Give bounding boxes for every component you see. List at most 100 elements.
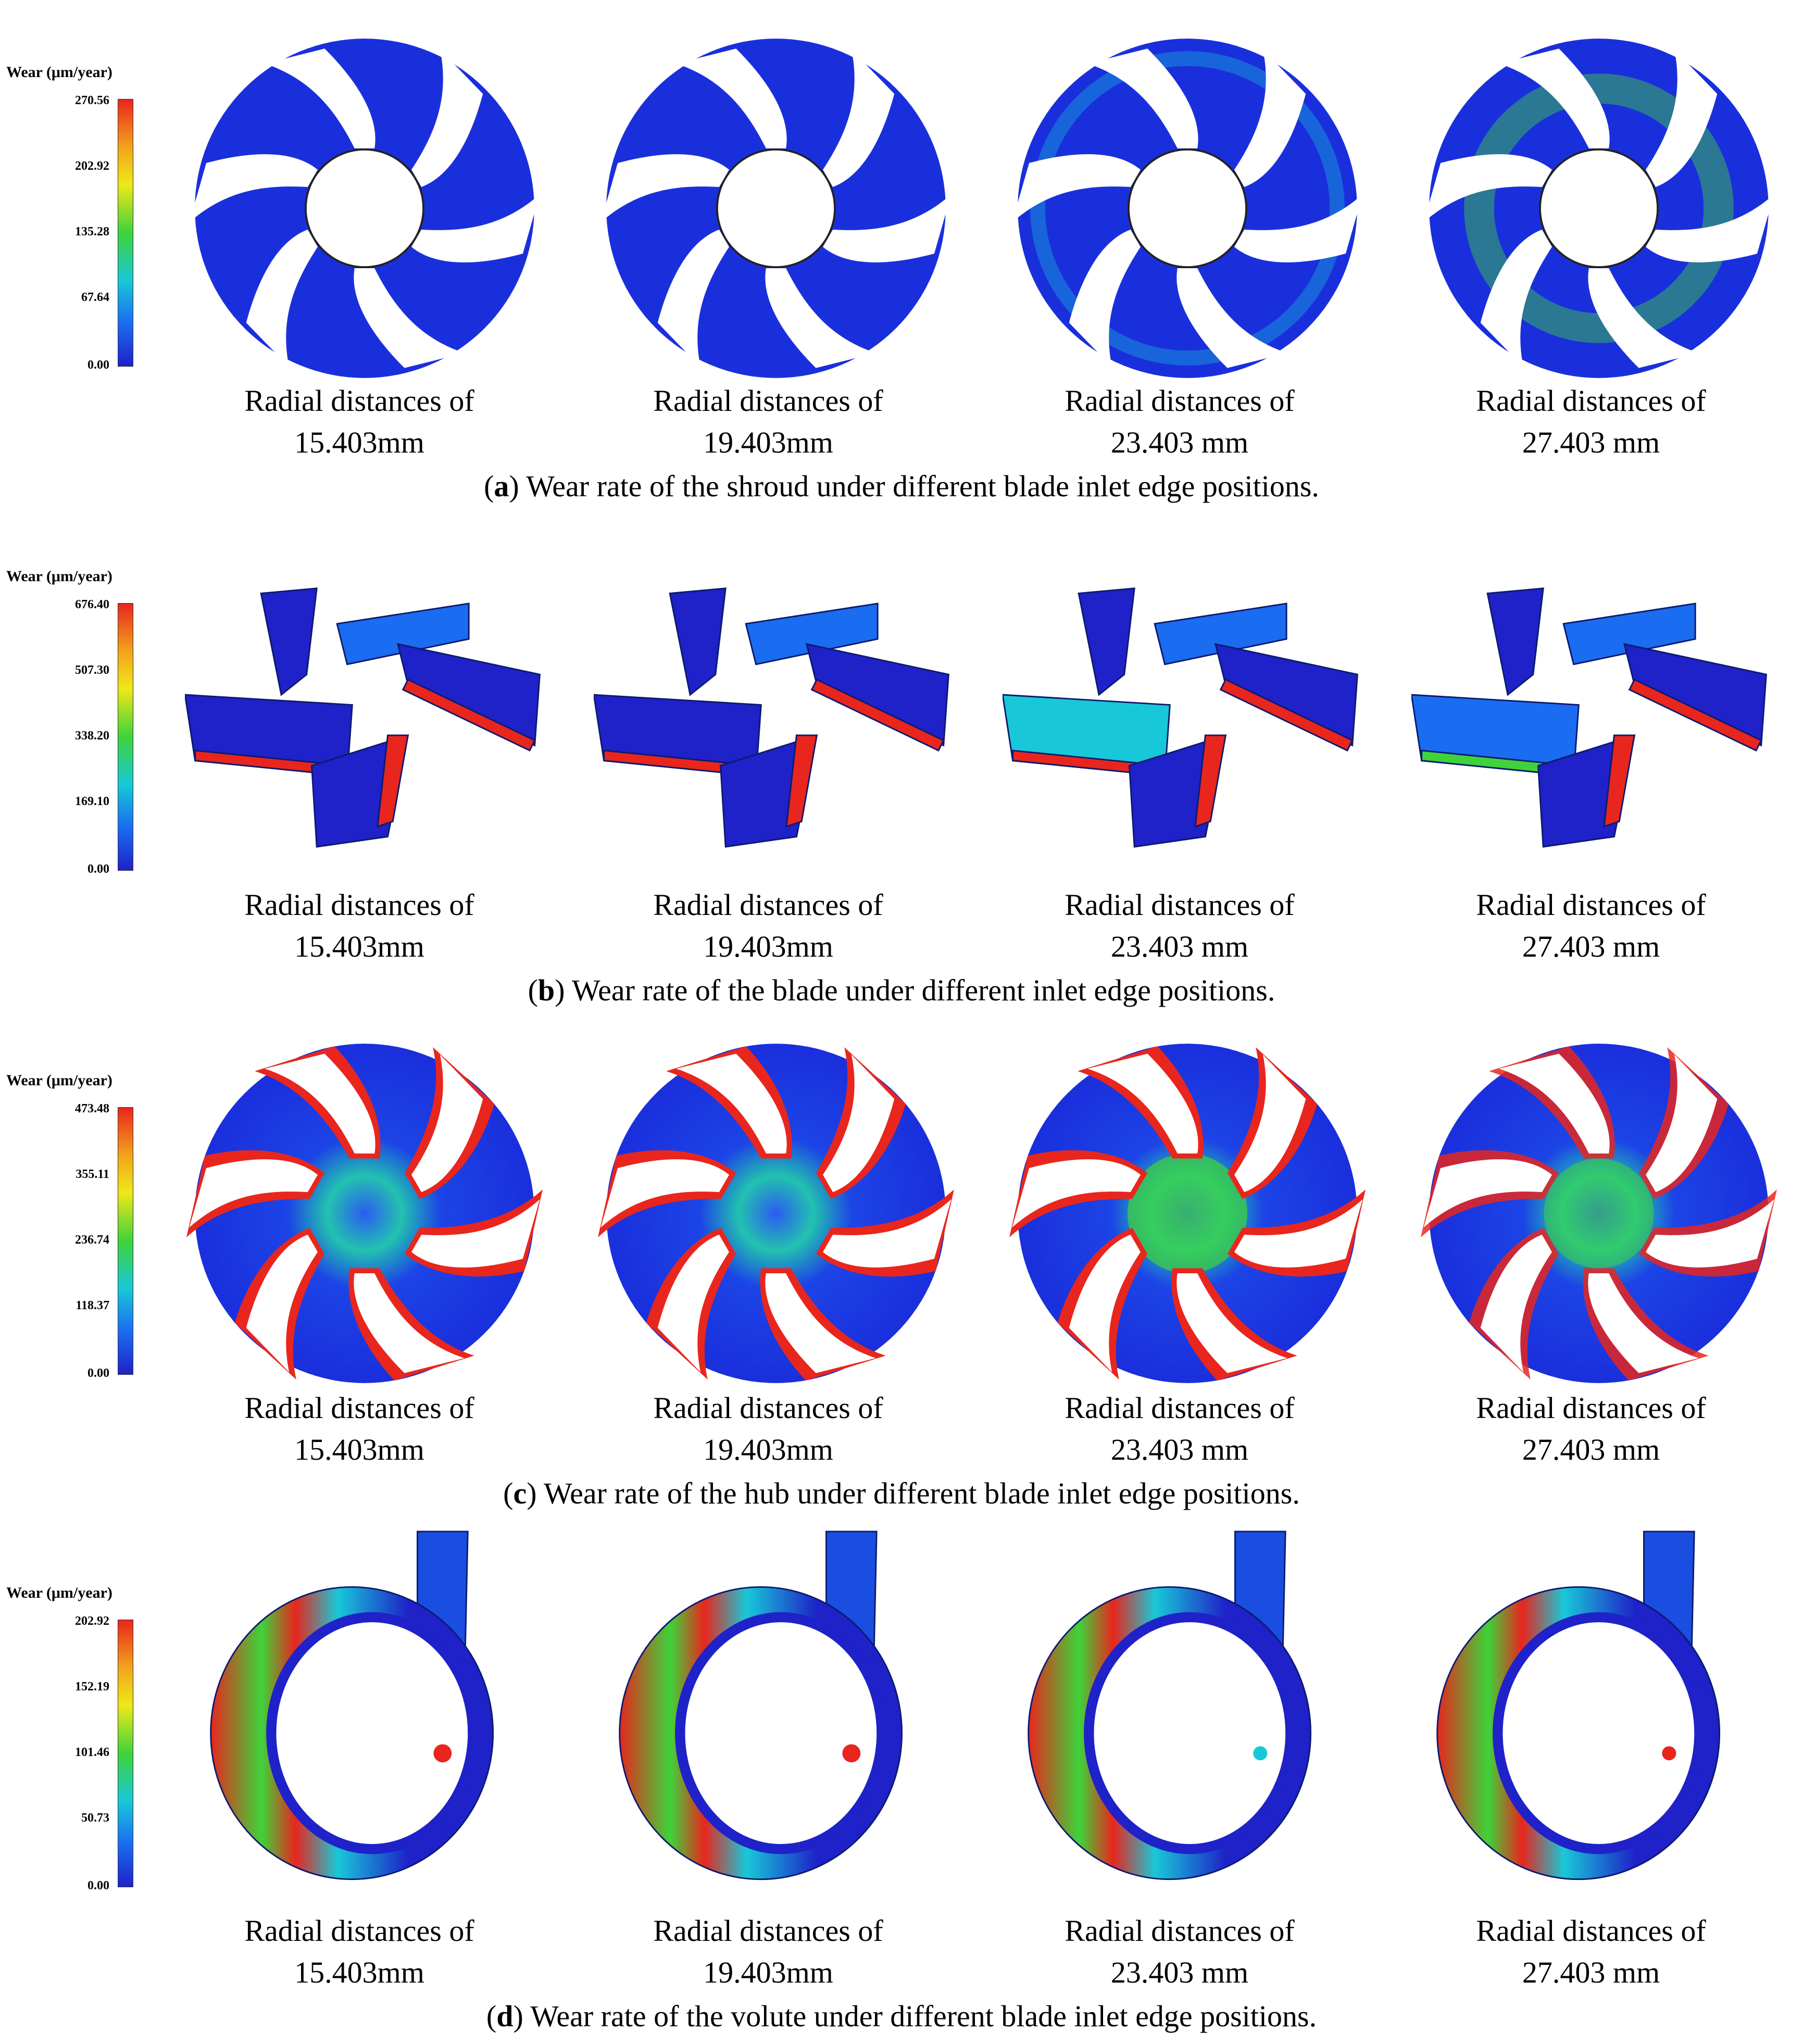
colorbar-tick: 50.73: [81, 1811, 109, 1825]
colorbar-tick: 0.00: [87, 862, 109, 876]
caption-letter: c: [513, 1476, 527, 1510]
case-label-line2: 27.403 mm: [1522, 1433, 1660, 1466]
case-label-line2: 27.403 mm: [1522, 1955, 1660, 1989]
blade-contour-1: [185, 587, 541, 848]
colorbar-tick: 507.30: [75, 663, 109, 677]
caption-letter: d: [496, 1999, 514, 2033]
case-label-line1: Radial distances of: [1065, 1391, 1295, 1425]
colorbar-title: Wear (μm/year): [6, 1072, 112, 1089]
case-label-2: Radial distances of 19.403mm: [586, 380, 950, 463]
volute-contour-4: [1436, 1531, 1721, 1880]
caption-letter: b: [537, 973, 555, 1007]
case-label-4: Radial distances of 27.403 mm: [1409, 884, 1773, 968]
case-label-line2: 15.403mm: [294, 930, 424, 963]
case-label-line2: 23.403 mm: [1110, 425, 1249, 459]
case-label-line1: Radial distances of: [653, 1914, 883, 1948]
colorbar-title: Wear (μm/year): [6, 1584, 112, 1601]
hub-contour-1: [186, 1044, 543, 1383]
case-label-line1: Radial distances of: [1476, 384, 1706, 418]
colorbar-tick: 270.56: [75, 94, 109, 107]
colorbar-tick: 0.00: [87, 1879, 109, 1892]
case-label-line2: 27.403 mm: [1522, 425, 1660, 459]
panel-caption: (b) Wear rate of the blade under differe…: [528, 973, 1275, 1007]
case-label-3: Radial distances of 23.403 mm: [997, 884, 1362, 968]
colorbar-tick: 169.10: [75, 795, 109, 808]
case-label-line1: Radial distances of: [1476, 1914, 1706, 1948]
colorbar: [118, 1107, 133, 1375]
blade-contour-3: [1003, 587, 1358, 848]
case-label-3: Radial distances of 23.403 mm: [997, 1387, 1362, 1471]
panel-a: Wear (μm/year) 270.56 202.92 135.28 67.6…: [0, 0, 1803, 510]
colorbar-tick: 202.92: [75, 1614, 109, 1628]
case-label-line1: Radial distances of: [1065, 384, 1295, 418]
colorbar-tick: 135.28: [75, 225, 109, 239]
case-label-line1: Radial distances of: [653, 1391, 883, 1425]
case-label-1: Radial distances of 15.403mm: [177, 884, 542, 968]
colorbar-tick: 67.64: [81, 291, 109, 304]
blade-contour-2: [594, 587, 949, 848]
case-label-line2: 15.403mm: [294, 1433, 424, 1466]
colorbar-tick: 338.20: [75, 729, 109, 743]
colorbar-tick: 0.00: [87, 1366, 109, 1380]
case-label-line2: 19.403mm: [703, 1433, 833, 1466]
case-label-line1: Radial distances of: [653, 888, 883, 922]
colorbar-tick: 355.11: [76, 1168, 109, 1181]
colorbar-tick: 0.00: [87, 358, 109, 372]
case-label-line1: Radial distances of: [244, 384, 474, 418]
colorbar-title: Wear (μm/year): [6, 568, 112, 585]
case-label-1: Radial distances of 15.403mm: [177, 1910, 542, 1993]
volute-contour-1: [210, 1531, 494, 1880]
case-label-3: Radial distances of 23.403 mm: [997, 1910, 1362, 1993]
case-label-line1: Radial distances of: [653, 384, 883, 418]
colorbar-tick: 118.37: [76, 1299, 109, 1312]
case-label-line2: 23.403 mm: [1110, 1955, 1249, 1989]
blade-contour-4: [1411, 587, 1767, 848]
volute-contour-2: [619, 1531, 903, 1880]
case-label-4: Radial distances of 27.403 mm: [1409, 380, 1773, 463]
panel-c: Wear (μm/year) 473.48 355.11 236.74 118.…: [6, 1044, 1777, 1510]
panel-caption: (a) Wear rate of the shroud under differ…: [484, 469, 1319, 503]
caption-text: Wear rate of the shroud under different …: [519, 469, 1319, 503]
case-label-line2: 23.403 mm: [1110, 930, 1249, 963]
colorbar: [118, 1620, 133, 1887]
shroud-contour-1: [189, 39, 540, 378]
shroud-contour-3: [1012, 39, 1363, 378]
case-label-line1: Radial distances of: [244, 1914, 474, 1948]
case-label-4: Radial distances of 27.403 mm: [1409, 1387, 1773, 1471]
shroud-contour-4: [1423, 39, 1774, 378]
colorbar-tick: 152.19: [75, 1680, 109, 1694]
case-label-line1: Radial distances of: [244, 888, 474, 922]
caption-text: Wear rate of the hub under different bla…: [536, 1476, 1300, 1510]
case-label-line1: Radial distances of: [1476, 888, 1706, 922]
case-label-line2: 19.403mm: [703, 425, 833, 459]
case-label-line2: 15.403mm: [294, 1955, 424, 1989]
hub-contour-4: [1421, 1044, 1777, 1383]
case-label-3: Radial distances of 23.403 mm: [997, 380, 1362, 463]
case-label-1: Radial distances of 15.403mm: [177, 1387, 542, 1471]
colorbar-tick: 236.74: [75, 1233, 109, 1247]
case-label-line2: 19.403mm: [703, 1955, 833, 1989]
colorbar-tick: 676.40: [75, 598, 109, 611]
case-label-line2: 15.403mm: [294, 425, 424, 459]
panel-caption: (c) Wear rate of the hub under different…: [503, 1476, 1300, 1510]
hub-contour-2: [598, 1044, 954, 1383]
case-label-line1: Radial distances of: [1476, 1391, 1706, 1425]
caption-text: Wear rate of the volute under different …: [523, 1999, 1317, 2033]
case-label-line2: 23.403 mm: [1110, 1433, 1249, 1466]
colorbar-tick: 101.46: [75, 1746, 109, 1759]
hub-contour-3: [1009, 1044, 1366, 1383]
case-label-line2: 19.403mm: [703, 930, 833, 963]
caption-letter: a: [494, 469, 509, 503]
case-label-2: Radial distances of 19.403mm: [586, 1910, 950, 1993]
colorbar-tick: 202.92: [75, 159, 109, 173]
case-label-line1: Radial distances of: [1065, 888, 1295, 922]
panel-b: Wear (μm/year) 676.40 507.30 338.20 169.…: [0, 0, 1803, 1015]
case-label-line2: 27.403 mm: [1522, 930, 1660, 963]
case-label-1: Radial distances of 15.403mm: [177, 380, 542, 463]
case-label-line1: Radial distances of: [244, 1391, 474, 1425]
colorbar: [118, 603, 133, 871]
case-label-4: Radial distances of 27.403 mm: [1409, 1910, 1773, 1993]
colorbar-title: Wear (μm/year): [6, 64, 112, 81]
case-label-line1: Radial distances of: [1065, 1914, 1295, 1948]
